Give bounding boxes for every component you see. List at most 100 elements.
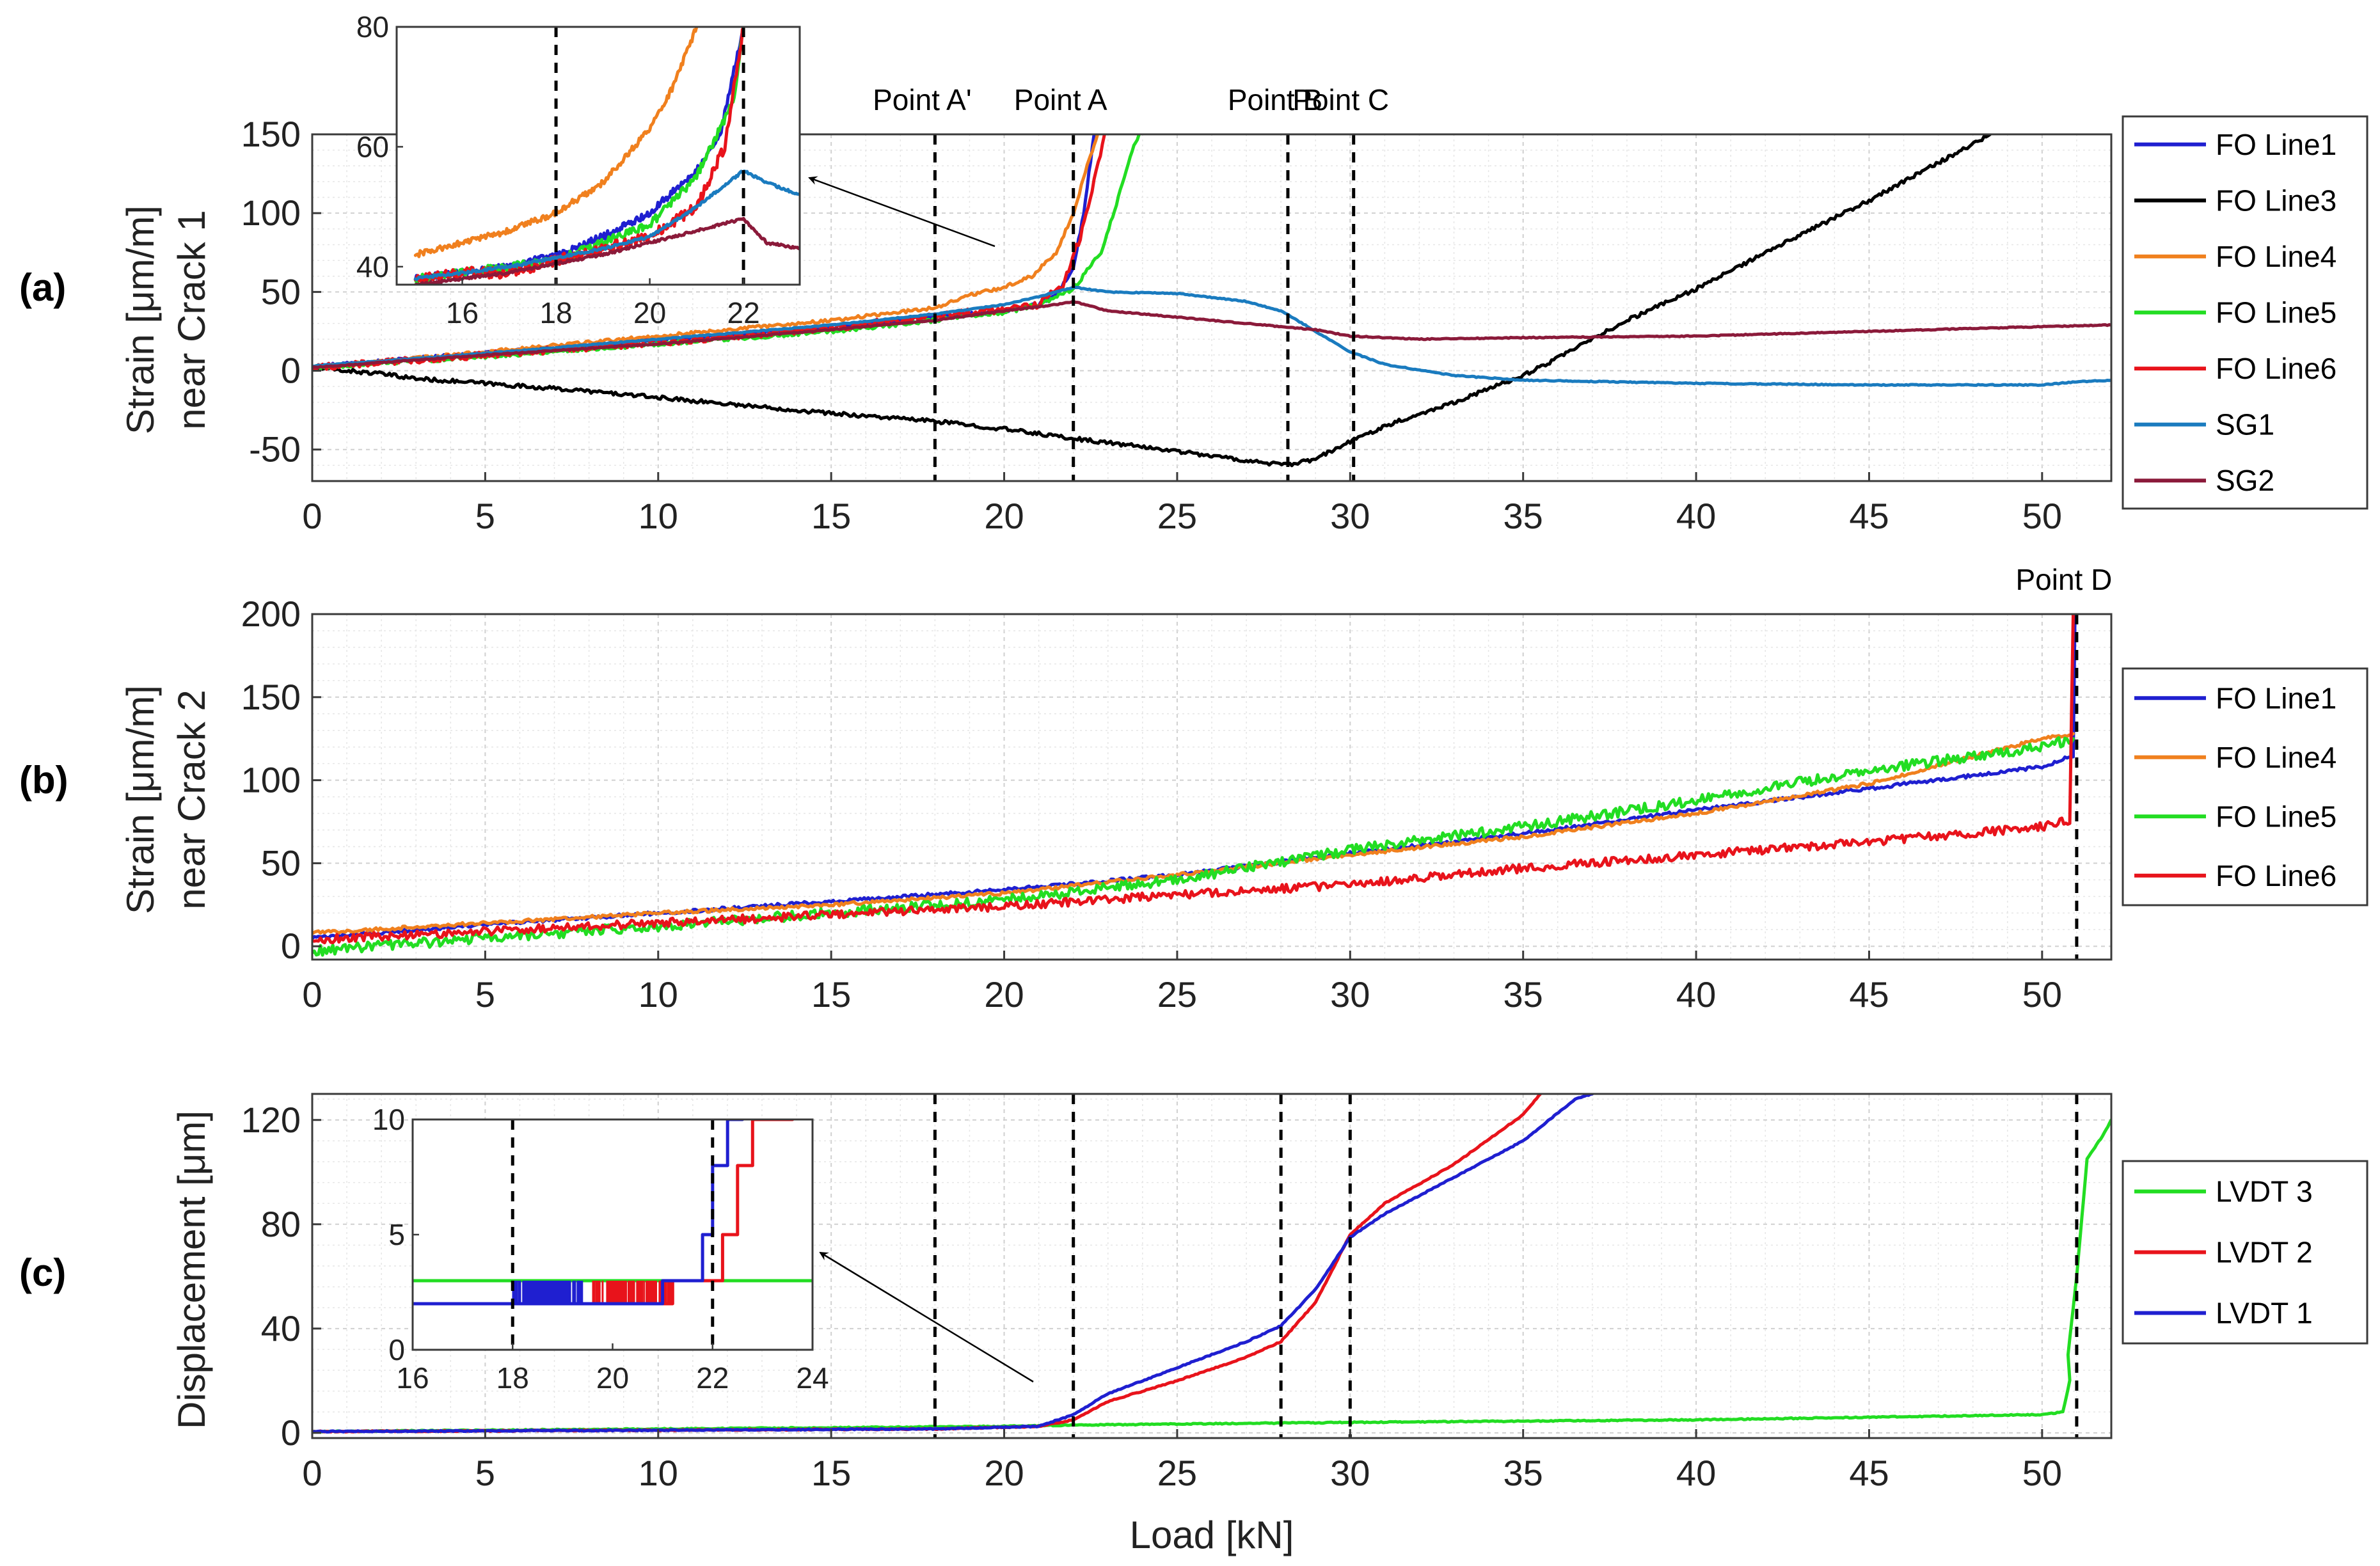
- panel-a-xtick-label: 25: [1157, 496, 1197, 536]
- inset-series-sg2: [413, 217, 800, 285]
- series-sg1: [312, 285, 2111, 387]
- panel-c-inset-xtick-label: 24: [796, 1361, 829, 1395]
- legend-entry-fo-line6: FO Line6: [2134, 352, 2336, 385]
- panel-c-ytick-label: 0: [281, 1412, 301, 1453]
- legend-entry-sg2: SG2: [2134, 464, 2274, 497]
- legend-entry-sg1: SG1: [2134, 408, 2274, 441]
- panel-b-xtick-label: 50: [2022, 974, 2062, 1015]
- panel-b-tag: (b): [19, 759, 68, 802]
- panel-a-xtick-label: 10: [639, 496, 678, 536]
- legend-label-lvdt-1: LVDT 1: [2216, 1297, 2313, 1330]
- legend-label-fo-line1: FO Line1: [2216, 681, 2336, 715]
- legend-label-fo-line3: FO Line3: [2216, 184, 2336, 217]
- legend-entry-fo-line1: FO Line1: [2134, 681, 2336, 715]
- panel-c-xtick-label: 15: [811, 1453, 851, 1493]
- panel-a-xtick-label: 45: [1849, 496, 1889, 536]
- panel-c-xtick-label: 45: [1849, 1453, 1889, 1493]
- legend-label-fo-line6: FO Line6: [2216, 352, 2336, 385]
- series-fo-line6: [312, 614, 2075, 945]
- legend-entry-fo-line5: FO Line5: [2134, 296, 2336, 329]
- panel-b-legend-box: [2122, 667, 2368, 906]
- panel-c-xtick-label: 10: [639, 1453, 678, 1493]
- panel-b-ytick-label: 200: [241, 594, 301, 634]
- series-fo-line4: [312, 732, 2075, 935]
- panel-a-strain-crack1: (a) Strain [μm/m] near Crack 1 Point A' P…: [19, 10, 2368, 536]
- panel-c-inset-xtick-label: 22: [696, 1361, 729, 1395]
- panel-a-inset-xtick-label: 22: [727, 296, 760, 329]
- panel-b-xtick-label: 20: [984, 974, 1024, 1015]
- panel-a-series-group: [312, 134, 2111, 468]
- panel-a-xtick-label: 40: [1676, 496, 1716, 536]
- panel-a-inset-ytick-label: 80: [356, 10, 389, 44]
- panel-c-inset: 16 18 20 22 24 0 5 10: [372, 1103, 829, 1395]
- panel-b-ytick-label: 50: [261, 842, 301, 883]
- legend-entry-fo-line3: FO Line3: [2134, 184, 2336, 217]
- panel-b-ytick-label: 0: [281, 926, 301, 966]
- legend-entry-fo-line6: FO Line6: [2134, 859, 2336, 892]
- panel-a-ylabel-line2: near Crack 1: [170, 210, 213, 429]
- panel-b-xtick-label: 25: [1157, 974, 1197, 1015]
- panel-b-ytick-label: 150: [241, 677, 301, 717]
- panel-a-inset-ytick-label: 60: [356, 130, 389, 163]
- label-point-c: Point C: [1292, 83, 1389, 116]
- panel-c-inset-ytick-label: 5: [388, 1218, 405, 1251]
- legend-entry-lvdt-1: LVDT 1: [2134, 1297, 2313, 1330]
- panel-c-tag: (c): [19, 1251, 66, 1294]
- legend-entry-fo-line1: FO Line1: [2134, 128, 2336, 161]
- legend-entry-lvdt-3: LVDT 3: [2134, 1175, 2313, 1208]
- panel-c-ytick-label: 80: [261, 1204, 301, 1244]
- panel-c-ytick-label: 40: [261, 1308, 301, 1348]
- legend-label-fo-line5: FO Line5: [2216, 296, 2336, 329]
- panel-b-xtick-label: 15: [811, 974, 851, 1015]
- panel-c-xtick-label: 30: [1330, 1453, 1370, 1493]
- legend-label-sg2: SG2: [2216, 464, 2274, 497]
- panel-a-axes-box: [311, 133, 2113, 482]
- legend-label-fo-line5: FO Line5: [2216, 800, 2336, 833]
- panel-a-legend: FO Line1 FO Line3 FO Line4 FO Line5 FO Line6…: [2122, 115, 2368, 510]
- panel-a-inset: 16 18 20 22 40 60 80: [356, 10, 801, 329]
- series-fo-line3: [312, 134, 1992, 468]
- panel-a-xtick-label: 20: [984, 496, 1024, 536]
- panel-c-ylabel: Displacement [μm]: [170, 1111, 213, 1429]
- panel-c-xtick-label: 35: [1503, 1453, 1543, 1493]
- panel-a-inset-ytick-label: 40: [356, 250, 389, 283]
- panel-c-inset-arrow: [819, 1251, 1034, 1383]
- panel-c-inset-ytick-label: 10: [372, 1103, 405, 1136]
- panel-a-xtick-label: 5: [475, 496, 495, 536]
- panel-c-xtick-label: 40: [1676, 1453, 1716, 1493]
- inset-band-lvdt-1: [512, 1281, 583, 1304]
- panel-a-ylabel-line1: Strain [μm/m]: [119, 205, 162, 434]
- panel-c-legend: LVDT 3 LVDT 2 LVDT 1: [2122, 1160, 2368, 1345]
- panel-a-xtick-label: 50: [2022, 496, 2062, 536]
- panel-a-inset-arrow: [808, 176, 996, 248]
- panel-c-reference-lines: [933, 1094, 2079, 1438]
- panel-c-inset-background: [413, 1119, 813, 1350]
- panel-b-xtick-label: 0: [302, 974, 322, 1015]
- panel-c-xtick-label: 0: [302, 1453, 322, 1493]
- panel-a-ytick-label: 100: [241, 193, 301, 233]
- panel-b-strain-crack2: (b) Strain [μm/m] near Crack 2 Point D 0 5…: [19, 563, 2368, 1015]
- legend-label-fo-line4: FO Line4: [2216, 741, 2336, 774]
- panel-a-xtick-label: 30: [1330, 496, 1370, 536]
- panel-b-ylabel-line2: near Crack 2: [170, 690, 213, 909]
- panel-a-xtick-label: 0: [302, 496, 322, 536]
- panel-b-xtick-label: 30: [1330, 974, 1370, 1015]
- panel-c-xlabel: Load [kN]: [1130, 1514, 1294, 1556]
- panel-b-xtick-label: 40: [1676, 974, 1716, 1015]
- panel-c-series-group: [312, 1094, 2111, 1434]
- legend-entry-fo-line5: FO Line5: [2134, 800, 2336, 833]
- panel-a-xtick-label: 35: [1503, 496, 1543, 536]
- legend-label-fo-line6: FO Line6: [2216, 859, 2336, 892]
- inset-series-sg1: [413, 170, 800, 281]
- panel-a-tag: (a): [19, 266, 66, 309]
- legend-label-sg1: SG1: [2216, 408, 2274, 441]
- panel-b-xtick-label: 10: [639, 974, 678, 1015]
- panel-b-reference-lines: Point D: [2015, 563, 2112, 960]
- inset-series-lvdt-1: [413, 1119, 745, 1306]
- panel-c-inset-xtick-label: 16: [396, 1361, 429, 1395]
- legend-label-fo-line4: FO Line4: [2216, 240, 2336, 273]
